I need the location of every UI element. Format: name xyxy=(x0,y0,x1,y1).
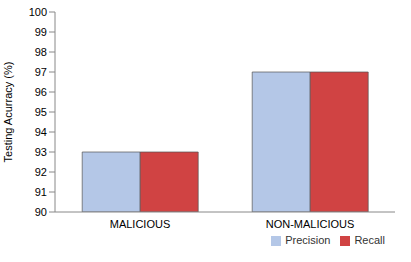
svg-text:94: 94 xyxy=(35,126,47,138)
svg-text:96: 96 xyxy=(35,86,47,98)
svg-text:90: 90 xyxy=(35,206,47,218)
svg-text:100: 100 xyxy=(29,6,47,18)
svg-text:93: 93 xyxy=(35,146,47,158)
svg-text:98: 98 xyxy=(35,46,47,58)
html-text:Precision: Precision xyxy=(285,234,331,246)
svg-text:99: 99 xyxy=(35,26,47,38)
svg-text:Testing Acurracy (%): Testing Acurracy (%) xyxy=(8,62,14,163)
svg-text:91: 91 xyxy=(35,186,47,198)
svg-text:MALICIOUS: MALICIOUS xyxy=(110,218,171,230)
svg-text:95: 95 xyxy=(35,106,47,118)
svg-text:92: 92 xyxy=(35,166,47,178)
svg-text:NON-MALICIOUS: NON-MALICIOUS xyxy=(266,218,355,230)
html-text:Recall: Recall xyxy=(354,234,385,246)
svg-text:97: 97 xyxy=(35,66,47,78)
